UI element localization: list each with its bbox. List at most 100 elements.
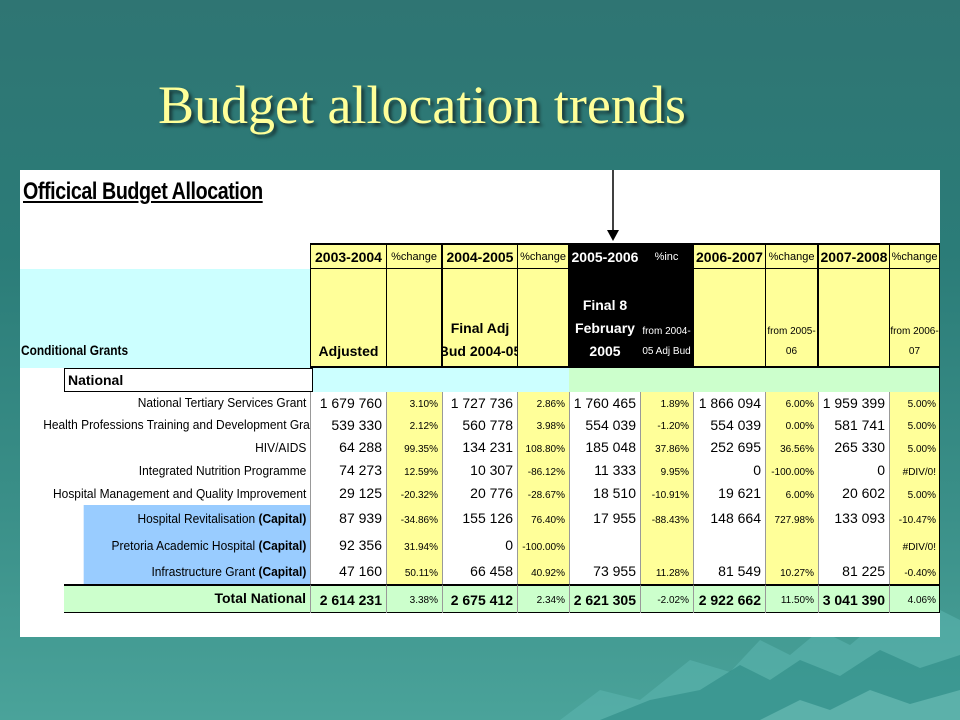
data-cell: 40.92% <box>517 559 569 584</box>
data-cell: 554 039 <box>569 414 640 436</box>
row-name: Integrated Nutrition Programme <box>138 463 307 478</box>
data-cell: 64 288 <box>310 436 386 459</box>
data-cell: 560 778 <box>442 414 517 436</box>
data-cell: 10.27% <box>765 559 818 584</box>
data-cell: 1.89% <box>640 392 693 414</box>
data-cell: 74 273 <box>310 459 386 482</box>
data-cell: 1 760 465 <box>569 392 640 414</box>
data-cell: #DIV/0! <box>889 532 940 559</box>
pct-sub-header-text: from 2005- 06 <box>767 326 816 357</box>
pct-sub-header-2: from 2004- 05 Adj Bud <box>640 269 693 368</box>
capital-tag: (Capital) <box>255 564 307 579</box>
pct-sub-header-text: from 2004- 05 Adj Bud <box>642 326 691 357</box>
data-cell: 10 307 <box>442 459 517 482</box>
data-cell: 9.95% <box>640 459 693 482</box>
total-cell: 2 621 305 <box>569 584 640 613</box>
total-cell: -2.02% <box>640 584 693 613</box>
data-cell: 108.80% <box>517 436 569 459</box>
data-cell: 36.56% <box>765 436 818 459</box>
data-cell: 148 664 <box>693 505 765 532</box>
pct-sub-header-4: from 2006- 07 <box>889 269 940 368</box>
data-cell: 0 <box>442 532 517 559</box>
total-cell: 2 675 412 <box>442 584 517 613</box>
year-header-3: 2006-2007 <box>693 243 765 269</box>
total-label: Total National <box>214 590 306 606</box>
pct-header-3: %change <box>765 243 818 269</box>
data-cell: 11.28% <box>640 559 693 584</box>
data-cell: 6.00% <box>765 482 818 505</box>
data-cell: 0 <box>818 459 889 482</box>
row-label-6: Pretoria Academic Hospital (Capital) <box>83 532 310 559</box>
data-cell: 50.11% <box>386 559 442 584</box>
data-cell: -28.67% <box>517 482 569 505</box>
data-cell: 87 939 <box>310 505 386 532</box>
total-cell: 2 614 231 <box>310 584 386 613</box>
data-cell: 12.59% <box>386 459 442 482</box>
data-cell: 185 048 <box>569 436 640 459</box>
row-name: National Tertiary Services Grant <box>137 395 307 410</box>
data-cell: 5.00% <box>889 414 940 436</box>
sub-header-text: Adjusted <box>318 343 379 359</box>
group-label: National <box>64 368 313 392</box>
total-cell: 4.06% <box>889 584 940 613</box>
data-cell: -10.47% <box>889 505 940 532</box>
year-header-0: 2003-2004 <box>310 243 386 269</box>
sub-header-2: Final 8 February 2005 <box>569 269 640 368</box>
pct-sub-header-text: from 2006- 07 <box>890 326 939 357</box>
row-label-3: Integrated Nutrition Programme <box>43 459 310 482</box>
data-cell <box>818 532 889 559</box>
data-cell: 20 602 <box>818 482 889 505</box>
group-band-green <box>569 368 940 392</box>
row-name: Health Professions Training and Developm… <box>43 417 310 432</box>
sub-header-text: Final Adj Bud 2004-05 <box>443 320 517 359</box>
data-cell: 11 333 <box>569 459 640 482</box>
budget-spreadsheet: Officical Budget Allocation Conditional … <box>20 170 940 637</box>
data-cell: 99.35% <box>386 436 442 459</box>
data-cell: 92 356 <box>310 532 386 559</box>
pct-header-0: %change <box>386 243 442 269</box>
data-cell: 265 330 <box>818 436 889 459</box>
sub-header-text: Final 8 February 2005 <box>575 297 635 359</box>
data-cell <box>765 532 818 559</box>
data-cell: 133 093 <box>818 505 889 532</box>
sub-header-0: Adjusted <box>310 269 386 368</box>
capital-tag: (Capital) <box>255 538 307 553</box>
row-label-4: Hospital Management and Quality Improvem… <box>43 482 310 505</box>
data-cell: 2.86% <box>517 392 569 414</box>
data-cell: 0 <box>693 459 765 482</box>
data-cell: 3.98% <box>517 414 569 436</box>
year-header-4: 2007-2008 <box>818 243 889 269</box>
pct-header-4: %change <box>889 243 940 269</box>
data-cell: 252 695 <box>693 436 765 459</box>
row-label-0: National Tertiary Services Grant <box>43 392 310 414</box>
data-cell: 5.00% <box>889 436 940 459</box>
total-cell: 2 922 662 <box>693 584 765 613</box>
row-name: Pretoria Academic Hospital <box>111 538 256 553</box>
data-cell <box>693 532 765 559</box>
data-cell: 6.00% <box>765 392 818 414</box>
section-label-cell <box>20 340 310 364</box>
data-cell: 2.12% <box>386 414 442 436</box>
data-cell: 81 549 <box>693 559 765 584</box>
row-label-1: Health Professions Training and Developm… <box>43 414 310 436</box>
sub-header-4 <box>818 269 889 368</box>
section-label: Conditional Grants <box>21 342 129 358</box>
data-cell: -20.32% <box>386 482 442 505</box>
total-cell: 3.38% <box>386 584 442 613</box>
sheet-title: Officical Budget Allocation <box>23 178 263 205</box>
pct-header-1: %change <box>517 243 569 269</box>
total-cell: 3 041 390 <box>818 584 889 613</box>
data-cell: 73 955 <box>569 559 640 584</box>
data-cell: 66 458 <box>442 559 517 584</box>
data-cell: 0.00% <box>765 414 818 436</box>
row-label-7: Infrastructure Grant (Capital) <box>83 559 310 584</box>
data-cell: 554 039 <box>693 414 765 436</box>
pct-sub-header-3: from 2005- 06 <box>765 269 818 368</box>
data-cell <box>569 532 640 559</box>
data-cell: -88.43% <box>640 505 693 532</box>
data-cell: 1 727 736 <box>442 392 517 414</box>
data-cell: 76.40% <box>517 505 569 532</box>
data-cell: 155 126 <box>442 505 517 532</box>
pct-sub-header-0 <box>386 269 442 368</box>
